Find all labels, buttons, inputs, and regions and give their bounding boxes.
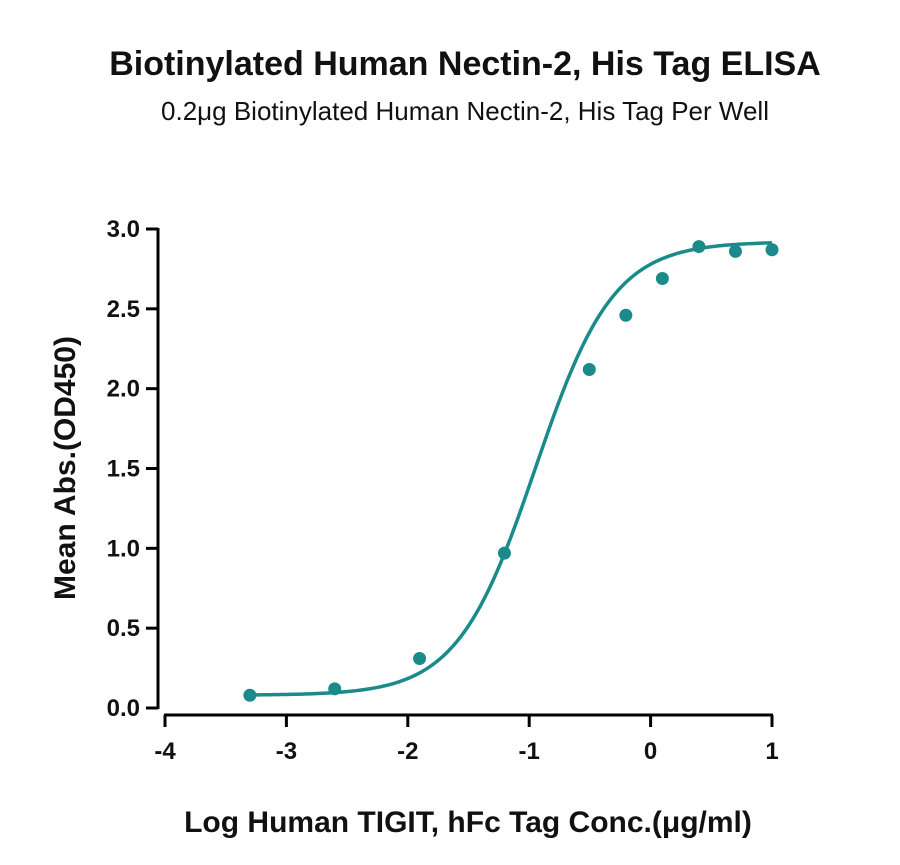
x-tick-label: -3 — [276, 738, 297, 765]
data-point — [328, 682, 342, 696]
data-point — [728, 244, 742, 258]
chart-subtitle: 0.2μg Biotinylated Human Nectin-2, His T… — [161, 96, 769, 126]
y-axis-label: Mean Abs.(OD450) — [49, 336, 82, 600]
x-tick-label: -4 — [154, 738, 176, 765]
data-point — [413, 652, 427, 666]
y-tick-label: 3.0 — [107, 216, 140, 243]
y-tick-label: 0.0 — [107, 695, 140, 722]
x-tick-label: -2 — [397, 738, 418, 765]
y-tick-label: 1.0 — [107, 535, 140, 562]
x-tick-label: 0 — [644, 738, 657, 765]
plot-area: 0.0 0.5 1.0 1.5 2.0 2.5 3.0 -4 -3 -2 -1 0 1 — [107, 216, 779, 765]
y-tick-label: 1.5 — [107, 456, 140, 483]
x-axis-label: Log Human TIGIT, hFc Tag Conc.(μg/ml) — [184, 806, 752, 839]
data-point — [655, 271, 669, 285]
data-point — [582, 363, 596, 377]
data-point — [765, 243, 779, 257]
x-tick-label: 1 — [765, 738, 778, 765]
y-tick-label: 2.5 — [107, 296, 140, 323]
data-point — [243, 688, 257, 702]
data-point — [692, 240, 706, 254]
data-point — [619, 308, 633, 322]
fit-curve — [249, 241, 773, 697]
y-tick-label: 0.5 — [107, 615, 140, 642]
chart-title: Biotinylated Human Nectin-2, His Tag ELI… — [109, 45, 821, 83]
data-point — [497, 546, 511, 560]
y-tick-label: 2.0 — [107, 376, 140, 403]
x-tick-label: -1 — [519, 738, 540, 765]
